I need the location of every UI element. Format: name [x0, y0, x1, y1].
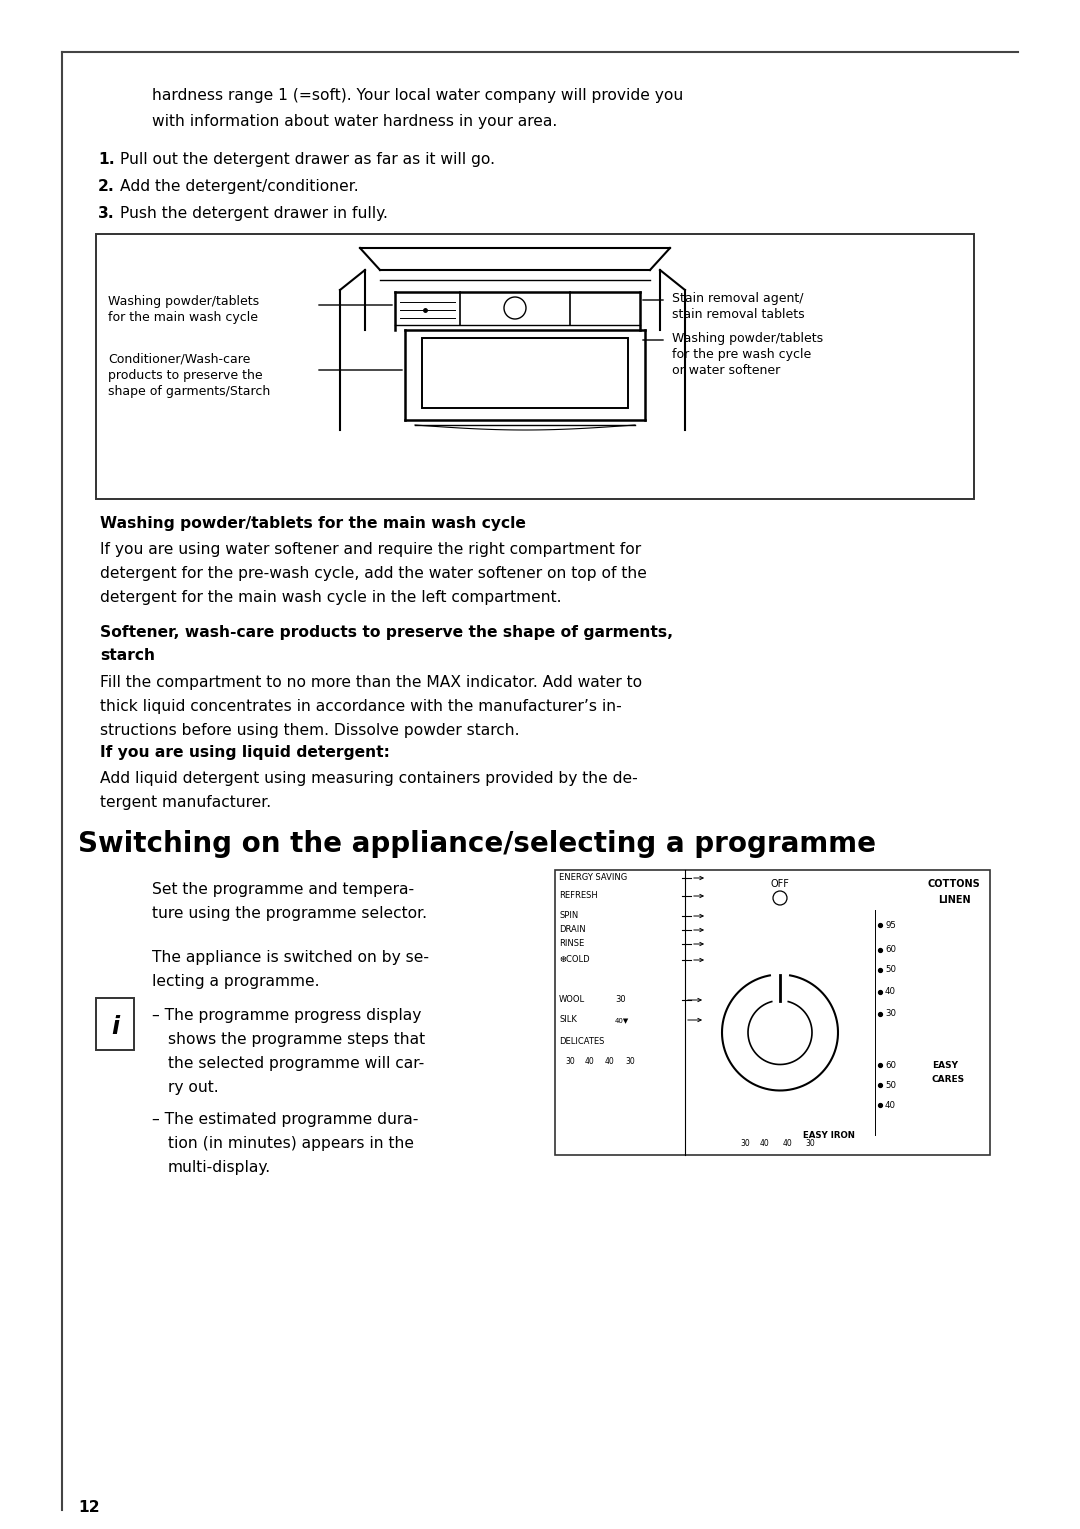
Text: hardness range 1 (=soft). Your local water company will provide you: hardness range 1 (=soft). Your local wat…	[152, 89, 684, 102]
Text: 2.: 2.	[98, 179, 114, 194]
Text: CARES: CARES	[932, 1075, 966, 1084]
Text: If you are using liquid detergent:: If you are using liquid detergent:	[100, 745, 390, 760]
Circle shape	[723, 974, 838, 1090]
Text: the selected programme will car-: the selected programme will car-	[168, 1057, 424, 1070]
Text: If you are using water softener and require the right compartment for: If you are using water softener and requ…	[100, 541, 642, 557]
Text: COTTONS: COTTONS	[928, 879, 981, 888]
Text: EASY IRON: EASY IRON	[804, 1130, 855, 1139]
Text: 40: 40	[783, 1139, 793, 1147]
Text: products to preserve the: products to preserve the	[108, 368, 262, 382]
Text: Set the programme and tempera-: Set the programme and tempera-	[152, 882, 414, 898]
Text: 50: 50	[885, 965, 896, 974]
Text: 12: 12	[78, 1500, 99, 1515]
Text: 95: 95	[885, 920, 896, 930]
Text: 60: 60	[885, 945, 896, 954]
Text: ❆COLD: ❆COLD	[559, 956, 590, 965]
Text: detergent for the main wash cycle in the left compartment.: detergent for the main wash cycle in the…	[100, 590, 562, 605]
Text: 40: 40	[605, 1058, 615, 1067]
Text: lecting a programme.: lecting a programme.	[152, 974, 320, 989]
Text: 30: 30	[625, 1058, 635, 1067]
Text: 40: 40	[885, 988, 896, 997]
Text: Switching on the appliance/selecting a programme: Switching on the appliance/selecting a p…	[78, 830, 876, 858]
Text: Conditioner/Wash-care: Conditioner/Wash-care	[108, 353, 251, 365]
Bar	[555, 870, 990, 1154]
Text: SPIN: SPIN	[559, 911, 578, 920]
Text: for the main wash cycle: for the main wash cycle	[108, 310, 258, 324]
Text: structions before using them. Dissolve powder starch.: structions before using them. Dissolve p…	[100, 723, 519, 739]
Text: with information about water hardness in your area.: with information about water hardness in…	[152, 115, 557, 128]
Text: Add the detergent/conditioner.: Add the detergent/conditioner.	[120, 179, 359, 194]
Text: thick liquid concentrates in accordance with the manufacturer’s in-: thick liquid concentrates in accordance …	[100, 699, 622, 714]
Text: 30: 30	[565, 1058, 575, 1067]
Text: multi-display.: multi-display.	[168, 1161, 271, 1174]
Text: or water softener: or water softener	[672, 364, 780, 378]
Text: WOOL: WOOL	[559, 995, 585, 1005]
Text: 30: 30	[805, 1139, 814, 1147]
Text: Washing powder/tablets: Washing powder/tablets	[108, 295, 259, 307]
Text: RINSE: RINSE	[559, 939, 584, 948]
Text: – The programme progress display: – The programme progress display	[152, 1008, 421, 1023]
Bar	[96, 998, 134, 1050]
Text: 40: 40	[585, 1058, 595, 1067]
Text: ture using the programme selector.: ture using the programme selector.	[152, 907, 427, 920]
Text: – The estimated programme dura-: – The estimated programme dura-	[152, 1112, 418, 1127]
Text: Push the detergent drawer in fully.: Push the detergent drawer in fully.	[120, 206, 388, 222]
Text: 1.: 1.	[98, 151, 114, 167]
Text: shape of garments/Starch: shape of garments/Starch	[108, 385, 270, 398]
Text: 3.: 3.	[98, 206, 114, 222]
Text: shows the programme steps that: shows the programme steps that	[168, 1032, 426, 1047]
Text: detergent for the pre-wash cycle, add the water softener on top of the: detergent for the pre-wash cycle, add th…	[100, 566, 647, 581]
Bar	[96, 234, 974, 498]
Text: The appliance is switched on by se-: The appliance is switched on by se-	[152, 950, 429, 965]
Text: 40: 40	[885, 1101, 896, 1110]
Text: SILK: SILK	[559, 1015, 577, 1024]
Text: REFRESH: REFRESH	[559, 891, 597, 901]
Text: Pull out the detergent drawer as far as it will go.: Pull out the detergent drawer as far as …	[120, 151, 495, 167]
Text: Stain removal agent/: Stain removal agent/	[672, 292, 804, 304]
Text: DELICATES: DELICATES	[559, 1038, 605, 1046]
Text: Add liquid detergent using measuring containers provided by the de-: Add liquid detergent using measuring con…	[100, 771, 638, 786]
Text: ry out.: ry out.	[168, 1079, 218, 1095]
Text: Washing powder/tablets: Washing powder/tablets	[672, 332, 823, 346]
Text: Fill the compartment to no more than the MAX indicator. Add water to: Fill the compartment to no more than the…	[100, 674, 643, 690]
Text: OFF: OFF	[770, 879, 789, 888]
Text: starch: starch	[100, 648, 156, 664]
Text: 40: 40	[760, 1139, 770, 1147]
Text: tergent manufacturer.: tergent manufacturer.	[100, 795, 271, 810]
Text: Softener, wash-care products to preserve the shape of garments,: Softener, wash-care products to preserve…	[100, 625, 673, 641]
Text: tion (in minutes) appears in the: tion (in minutes) appears in the	[168, 1136, 414, 1151]
Text: 40▼: 40▼	[615, 1017, 630, 1023]
Text: stain removal tablets: stain removal tablets	[672, 307, 805, 321]
Text: LINEN: LINEN	[939, 894, 971, 905]
Bar	[422, 338, 627, 408]
Text: DRAIN: DRAIN	[559, 925, 585, 934]
Text: i: i	[111, 1015, 119, 1040]
Text: 30: 30	[740, 1139, 750, 1147]
Text: 60: 60	[885, 1061, 896, 1069]
Text: ENERGY SAVING: ENERGY SAVING	[559, 873, 627, 882]
Text: 50: 50	[885, 1081, 896, 1090]
Text: 30: 30	[885, 1009, 896, 1018]
Text: EASY: EASY	[932, 1061, 958, 1069]
Text: Washing powder/tablets for the main wash cycle: Washing powder/tablets for the main wash…	[100, 515, 526, 531]
Text: 30: 30	[615, 995, 625, 1005]
Text: for the pre wash cycle: for the pre wash cycle	[672, 349, 811, 361]
